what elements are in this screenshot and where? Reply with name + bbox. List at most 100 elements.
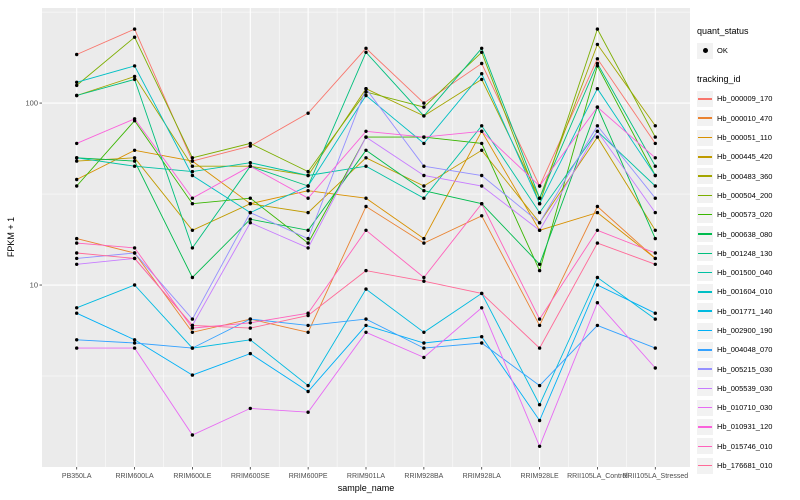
legend-key-line xyxy=(697,341,713,358)
data-point xyxy=(132,256,137,261)
legend-entry: Hb_000573_020 xyxy=(697,205,799,224)
legend-key-line xyxy=(697,110,713,127)
data-point xyxy=(422,236,426,241)
data-point xyxy=(190,326,195,330)
data-point xyxy=(595,283,600,287)
data-point xyxy=(306,184,310,188)
legend-entry: Hb_002900_190 xyxy=(697,321,799,340)
data-point xyxy=(653,262,657,266)
data-point xyxy=(480,77,484,82)
data-point xyxy=(75,236,79,241)
legend-tracking-id: tracking_id Hb_000009_170 Hb_000010_470 Hb_… xyxy=(697,74,799,475)
x-tick-label: RRIM600LA xyxy=(116,473,154,480)
legend-key-line xyxy=(697,264,713,281)
data-point xyxy=(132,341,137,345)
data-point xyxy=(248,338,252,342)
data-point xyxy=(248,317,252,321)
data-point xyxy=(75,52,79,57)
line-swatch-icon xyxy=(698,310,712,312)
data-point xyxy=(653,210,657,215)
data-point xyxy=(422,135,426,139)
data-point xyxy=(422,184,426,188)
legend-entry: Hb_176681_010 xyxy=(697,456,799,475)
legend-entry-label: Hb_000009_170 xyxy=(717,94,773,104)
legend-entry-label: Hb_001771_140 xyxy=(717,306,773,316)
data-point xyxy=(480,202,484,206)
legend-entry: Hb_015746_010 xyxy=(697,437,799,456)
data-point xyxy=(653,366,657,370)
data-point xyxy=(132,338,137,342)
data-point xyxy=(653,184,657,188)
data-point xyxy=(422,173,426,178)
data-point xyxy=(653,173,657,178)
data-point xyxy=(537,221,542,225)
data-point xyxy=(480,148,484,152)
data-point xyxy=(422,164,426,168)
data-point xyxy=(75,177,79,182)
data-point xyxy=(653,156,657,160)
line-swatch-icon xyxy=(698,252,712,255)
x-tick-label: RRII105LA_Control xyxy=(567,473,628,480)
data-point xyxy=(190,228,195,232)
data-point xyxy=(422,330,426,334)
data-point xyxy=(595,323,600,328)
data-point xyxy=(190,323,195,328)
legend-entry-label: Hb_004048_070 xyxy=(717,345,773,355)
data-point xyxy=(422,275,426,280)
data-point xyxy=(537,202,542,206)
data-point xyxy=(480,214,484,218)
legend-key-line xyxy=(697,303,713,320)
y-tick-label: 10 xyxy=(30,281,38,290)
legend-entry: Hb_001500_040 xyxy=(697,263,799,282)
legend-entry-label: Hb_000638_080 xyxy=(717,229,773,239)
data-point xyxy=(190,159,195,163)
legend-entry-quant: OK xyxy=(697,41,799,60)
legend-entry: Hb_000638_080 xyxy=(697,224,799,243)
data-point xyxy=(595,105,600,109)
legend-entry-label: Hb_000504_200 xyxy=(717,190,773,200)
data-point xyxy=(75,311,79,315)
data-point xyxy=(132,74,137,79)
line-swatch-icon xyxy=(698,117,712,119)
legend-entry-label: Hb_000573_020 xyxy=(717,210,773,220)
data-point xyxy=(75,338,79,342)
line-swatch-icon xyxy=(698,271,712,274)
data-point xyxy=(537,196,542,200)
data-point xyxy=(364,93,368,98)
y-tick-label: 100 xyxy=(25,99,38,108)
data-point xyxy=(364,268,368,273)
data-point xyxy=(537,403,542,407)
line-swatch-icon xyxy=(698,426,712,428)
data-point xyxy=(190,164,195,168)
data-point xyxy=(480,72,484,76)
data-point xyxy=(537,383,542,388)
data-point xyxy=(190,275,195,280)
data-point xyxy=(248,202,252,206)
data-point xyxy=(132,64,137,68)
data-point xyxy=(132,35,137,39)
data-point xyxy=(595,61,600,66)
data-point xyxy=(132,148,137,152)
data-point xyxy=(75,159,79,163)
legend-entry: Hb_001248_130 xyxy=(697,244,799,263)
line-swatch-icon xyxy=(698,136,712,139)
data-point xyxy=(364,228,368,232)
data-point xyxy=(190,317,195,321)
data-point xyxy=(653,196,657,200)
data-point xyxy=(653,346,657,350)
data-point xyxy=(248,406,252,411)
data-point xyxy=(595,241,600,245)
legend-key-line xyxy=(697,148,713,165)
data-point xyxy=(132,246,137,250)
data-point xyxy=(480,50,484,54)
data-point xyxy=(248,351,252,356)
line-swatch-icon xyxy=(698,98,712,100)
line-swatch-icon xyxy=(698,233,712,235)
legend-key-line xyxy=(697,187,713,204)
line-swatch-icon xyxy=(698,213,712,216)
legend-entry: Hb_005215_030 xyxy=(697,359,799,378)
data-point xyxy=(248,217,252,221)
legend-entry: Hb_010931_120 xyxy=(697,417,799,436)
data-point xyxy=(248,144,252,148)
